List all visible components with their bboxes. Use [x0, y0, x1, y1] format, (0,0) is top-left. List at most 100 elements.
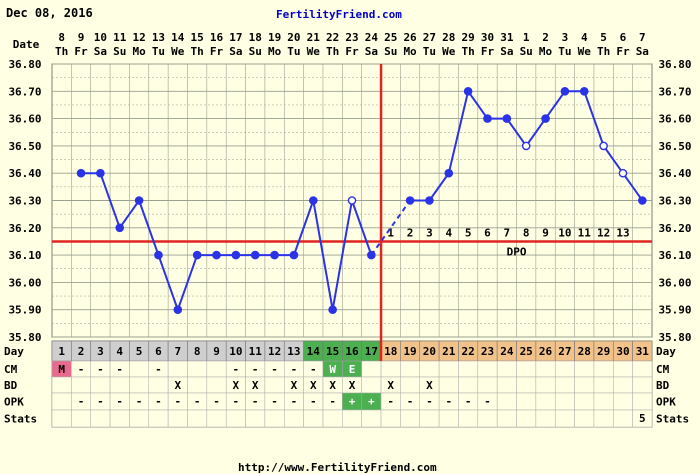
stats-cell	[71, 409, 91, 428]
temp-line-segment	[118, 199, 140, 229]
opk-cell	[613, 392, 633, 411]
stats-cell	[264, 409, 285, 428]
opk-cell	[496, 392, 517, 411]
stats-cell	[148, 409, 169, 428]
y-tick-label-right: 36.40	[658, 167, 691, 180]
temp-point	[347, 196, 357, 205]
temp-point	[308, 196, 318, 205]
stats-cell	[187, 409, 208, 428]
bd-cell	[477, 376, 498, 394]
row-label-bd-right: BD	[656, 379, 670, 392]
date-label: 16	[210, 31, 224, 44]
opk-cell	[574, 392, 595, 411]
cycle-day-number: 17	[365, 345, 378, 358]
weekday-label: Fr	[481, 45, 495, 58]
dpo-number: 4	[445, 226, 452, 239]
cycle-day-number: 21	[442, 345, 456, 358]
opk-mark: -	[329, 395, 336, 408]
temp-line-segment	[351, 200, 373, 256]
weekday-label: Su	[384, 45, 397, 58]
date-label: 14	[171, 31, 185, 44]
stats-mark: 5	[639, 412, 646, 425]
y-tick-label-right: 36.60	[658, 113, 691, 126]
cm-cell	[516, 360, 537, 378]
temp-point	[231, 250, 241, 260]
cycle-day-number: 13	[287, 345, 300, 358]
cycle-day-number: 27	[558, 345, 571, 358]
cm-cell	[206, 360, 227, 378]
date-label: 22	[326, 31, 339, 44]
weekday-label: Mo	[539, 45, 553, 58]
opk-mark: -	[174, 395, 181, 408]
stats-cell	[342, 409, 362, 428]
opk-cell	[554, 392, 575, 411]
temp-point	[250, 250, 260, 260]
temp-point	[192, 250, 202, 260]
cm-mark: -	[252, 363, 259, 376]
site-title-link[interactable]: FertilityFriend.com	[276, 8, 402, 21]
cm-cell	[438, 360, 459, 378]
cm-cell	[458, 360, 479, 378]
date-label: 6	[620, 31, 627, 44]
stats-cell	[90, 409, 111, 428]
weekday-label: Mo	[268, 45, 282, 58]
cm-mark: -	[155, 363, 162, 376]
temp-point	[502, 114, 512, 123]
cycle-day-number: 5	[136, 345, 143, 358]
temp-point	[212, 250, 221, 260]
dpo-number: 6	[484, 226, 491, 239]
temp-point	[405, 196, 415, 205]
bd-mark: X	[387, 379, 394, 392]
cm-cell	[477, 360, 498, 378]
weekday-label: Tu	[287, 45, 300, 58]
footer-url-link[interactable]: http://www.FertilityFriend.com	[238, 461, 437, 474]
cycle-day-number: 26	[539, 345, 553, 358]
date-label: 23	[345, 31, 358, 44]
y-tick-label-right: 36.30	[658, 195, 691, 208]
dpo-number: 11	[578, 226, 592, 239]
weekday-label: Th	[55, 45, 68, 58]
weekday-label: Sa	[500, 45, 513, 58]
dpo-number: 9	[542, 226, 549, 239]
opk-mark: +	[349, 395, 356, 408]
cycle-day-number: 29	[597, 345, 610, 358]
temp-line-dashed	[370, 199, 411, 256]
opk-cell	[51, 392, 72, 411]
cm-cell	[129, 360, 150, 378]
bd-cell	[613, 376, 633, 394]
weekday-label: Tu	[558, 45, 571, 58]
date-label: 10	[94, 31, 107, 44]
y-tick-label-left: 36.30	[8, 195, 41, 208]
date-label: 30	[481, 31, 494, 44]
opk-mark: -	[484, 395, 491, 408]
temp-point	[541, 114, 550, 123]
cm-cell	[380, 360, 401, 378]
y-tick-label-left: 36.40	[8, 167, 41, 180]
row-label-cm-right: CM	[656, 363, 670, 376]
chart-date: Dec 08, 2016	[6, 6, 93, 20]
stats-cell	[458, 409, 479, 428]
cycle-day-number: 28	[578, 345, 591, 358]
row-label-opk-right: OPK	[656, 396, 676, 409]
cycle-day-number: 24	[500, 345, 514, 358]
date-label: 3	[562, 31, 569, 44]
stats-cell	[284, 409, 304, 428]
bd-cell	[361, 376, 382, 394]
bd-mark: X	[329, 379, 336, 392]
temp-point	[638, 196, 647, 205]
temp-line-segment	[544, 90, 566, 120]
temp-line-segment	[506, 118, 528, 147]
stats-cell	[129, 409, 150, 428]
y-tick-label-left: 36.50	[8, 140, 41, 153]
bd-mark: X	[291, 379, 298, 392]
stats-cell	[535, 409, 556, 428]
opk-mark: -	[213, 395, 220, 408]
temp-line-segment	[331, 200, 353, 310]
dpo-number: 13	[616, 226, 629, 239]
opk-mark: -	[291, 395, 298, 408]
bd-cell	[438, 376, 459, 394]
weekday-label: Su	[520, 45, 533, 58]
bd-cell	[574, 376, 595, 394]
cm-mark: W	[329, 363, 336, 376]
